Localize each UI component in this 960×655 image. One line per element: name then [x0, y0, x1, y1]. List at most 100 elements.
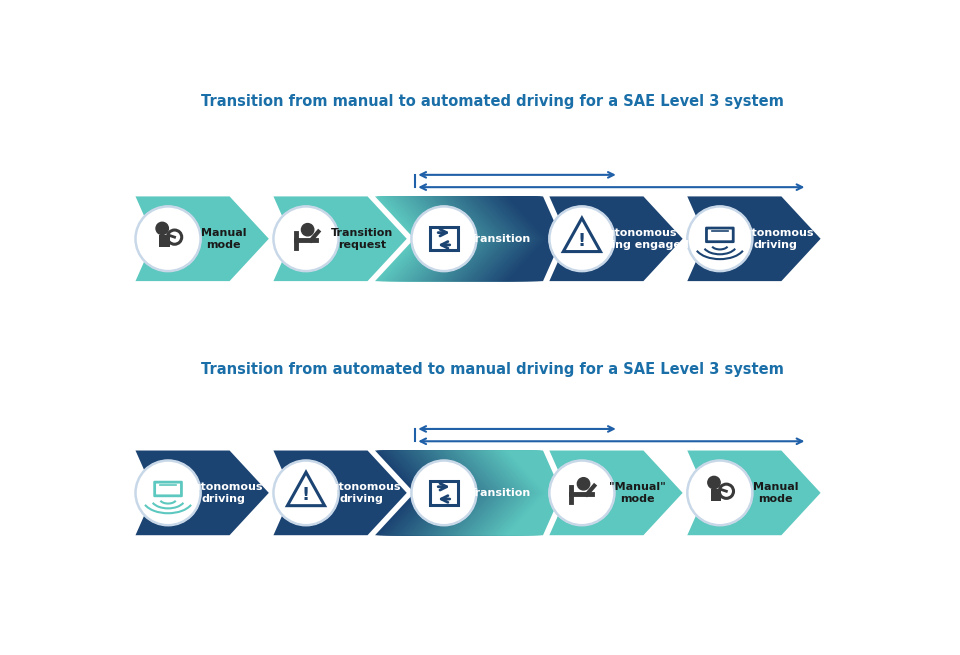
Circle shape	[687, 460, 753, 525]
Polygon shape	[482, 451, 537, 535]
Polygon shape	[419, 196, 473, 281]
Polygon shape	[502, 196, 557, 281]
Polygon shape	[445, 451, 500, 535]
Polygon shape	[549, 451, 683, 535]
Polygon shape	[395, 451, 450, 535]
Polygon shape	[498, 451, 554, 535]
Polygon shape	[507, 451, 562, 535]
Text: Autonomous
driving engaged: Autonomous driving engaged	[587, 227, 688, 250]
Polygon shape	[383, 196, 439, 281]
Polygon shape	[495, 196, 550, 281]
Text: Transition
request: Transition request	[330, 227, 393, 250]
Polygon shape	[421, 451, 477, 535]
Polygon shape	[440, 196, 495, 281]
Polygon shape	[401, 196, 457, 281]
Polygon shape	[407, 196, 462, 281]
Polygon shape	[412, 451, 467, 535]
Polygon shape	[398, 451, 453, 535]
Polygon shape	[462, 196, 516, 281]
Polygon shape	[437, 451, 492, 535]
Polygon shape	[471, 196, 527, 281]
Polygon shape	[490, 451, 545, 535]
Polygon shape	[432, 451, 487, 535]
Polygon shape	[396, 451, 452, 535]
Polygon shape	[468, 451, 523, 535]
Polygon shape	[453, 196, 509, 281]
Polygon shape	[420, 451, 475, 535]
Polygon shape	[392, 451, 446, 535]
Polygon shape	[401, 451, 457, 535]
Polygon shape	[505, 196, 560, 281]
Polygon shape	[383, 451, 439, 535]
Polygon shape	[480, 451, 535, 535]
Polygon shape	[470, 451, 525, 535]
Polygon shape	[444, 451, 498, 535]
Text: Autonomous
driving: Autonomous driving	[736, 227, 815, 250]
Polygon shape	[465, 451, 520, 535]
Text: Transition from manual to automated driving for a SAE Level 3 system: Transition from manual to automated driv…	[201, 94, 783, 109]
Polygon shape	[489, 451, 543, 535]
Polygon shape	[475, 196, 530, 281]
Polygon shape	[135, 196, 269, 281]
Polygon shape	[387, 451, 442, 535]
Polygon shape	[417, 451, 471, 535]
Polygon shape	[460, 451, 516, 535]
Polygon shape	[414, 451, 468, 535]
Polygon shape	[274, 451, 407, 535]
Polygon shape	[426, 196, 482, 281]
Polygon shape	[465, 196, 520, 281]
Polygon shape	[414, 196, 468, 281]
Polygon shape	[382, 196, 437, 281]
Polygon shape	[480, 196, 535, 281]
Polygon shape	[468, 196, 523, 281]
Polygon shape	[503, 196, 559, 281]
Polygon shape	[274, 196, 407, 281]
Polygon shape	[396, 196, 452, 281]
Polygon shape	[482, 196, 537, 281]
Polygon shape	[390, 196, 445, 281]
Polygon shape	[495, 451, 550, 535]
Polygon shape	[432, 196, 487, 281]
Polygon shape	[375, 196, 430, 281]
Polygon shape	[455, 196, 510, 281]
Polygon shape	[415, 196, 470, 281]
Polygon shape	[405, 451, 460, 535]
Text: Autonomous
driving: Autonomous driving	[184, 481, 263, 504]
Polygon shape	[390, 451, 445, 535]
Polygon shape	[458, 451, 514, 535]
Polygon shape	[498, 196, 554, 281]
Polygon shape	[471, 451, 527, 535]
Polygon shape	[464, 451, 518, 535]
Polygon shape	[419, 451, 473, 535]
Polygon shape	[505, 451, 560, 535]
Polygon shape	[444, 196, 498, 281]
Circle shape	[549, 460, 614, 525]
Polygon shape	[489, 196, 543, 281]
Polygon shape	[464, 196, 518, 281]
Polygon shape	[478, 196, 534, 281]
Polygon shape	[385, 196, 440, 281]
Polygon shape	[487, 196, 541, 281]
Polygon shape	[435, 196, 491, 281]
Polygon shape	[392, 196, 446, 281]
Polygon shape	[135, 451, 269, 535]
Polygon shape	[493, 196, 548, 281]
Polygon shape	[421, 196, 477, 281]
Polygon shape	[159, 235, 170, 247]
Polygon shape	[408, 196, 464, 281]
Circle shape	[156, 222, 168, 234]
Circle shape	[577, 477, 589, 490]
Polygon shape	[467, 451, 522, 535]
Polygon shape	[462, 451, 516, 535]
Polygon shape	[378, 451, 434, 535]
Polygon shape	[503, 451, 559, 535]
Polygon shape	[385, 451, 440, 535]
Polygon shape	[496, 451, 552, 535]
Polygon shape	[485, 196, 540, 281]
Polygon shape	[380, 451, 435, 535]
Circle shape	[412, 460, 476, 525]
Polygon shape	[428, 451, 484, 535]
Circle shape	[549, 206, 614, 271]
Polygon shape	[389, 451, 444, 535]
Polygon shape	[420, 196, 475, 281]
